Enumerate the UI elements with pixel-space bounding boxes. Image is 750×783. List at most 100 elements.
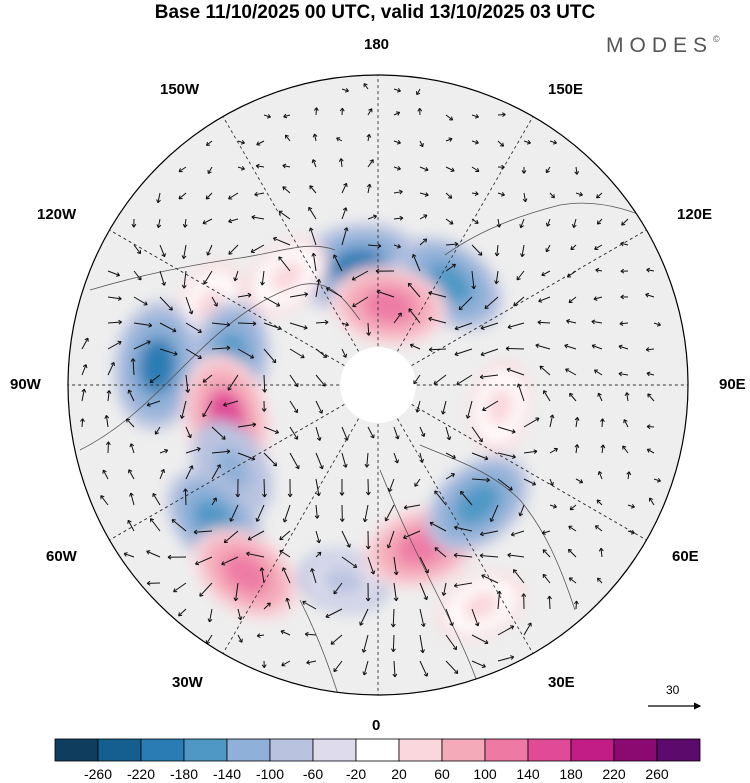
wind-vector <box>621 218 629 226</box>
wind-vector <box>199 582 213 597</box>
wind-vector <box>505 346 525 351</box>
wind-vector <box>263 452 278 467</box>
wind-vector <box>510 530 525 537</box>
wind-vector <box>535 343 551 350</box>
wind-vector <box>521 593 527 610</box>
wind-vector <box>471 477 490 483</box>
meridian-line <box>382 116 534 378</box>
wind-vector <box>278 256 291 272</box>
wind-vector <box>263 114 271 119</box>
wind-vector <box>185 348 202 359</box>
wind-vector <box>549 140 557 145</box>
anomaly-blob <box>193 527 299 620</box>
wind-vector <box>263 348 277 364</box>
wind-vector <box>445 473 455 480</box>
colorbar-tick-label: 20 <box>391 766 407 782</box>
wind-vector <box>260 270 265 286</box>
wind-vector <box>618 344 629 350</box>
wind-vector <box>497 655 515 662</box>
wind-vector <box>471 218 479 224</box>
wind-vector <box>182 218 188 228</box>
wind-vector <box>445 263 456 272</box>
wind-vector <box>223 530 239 544</box>
wind-vector <box>626 471 632 480</box>
wind-vector <box>465 400 473 419</box>
wind-vector <box>302 600 317 610</box>
colorbar-tick-label: 180 <box>559 766 583 782</box>
wind-vector <box>574 417 580 428</box>
wind-vector <box>341 530 351 548</box>
colorbar-segment <box>570 738 615 762</box>
wind-vector <box>575 478 584 484</box>
wind-vector <box>386 530 395 549</box>
wind-vector <box>453 582 473 588</box>
meridian-line <box>222 392 374 654</box>
wind-vector <box>623 419 629 428</box>
wind-vector <box>154 426 161 435</box>
wind-vector <box>289 400 299 414</box>
wind-vector <box>126 418 135 428</box>
wind-vector <box>456 374 473 386</box>
wind-vector <box>393 140 401 145</box>
wind-vector <box>178 166 187 173</box>
wind-vector <box>81 364 88 376</box>
wind-vector <box>523 622 532 636</box>
wind-vector <box>363 83 369 90</box>
wind-vector <box>233 270 239 282</box>
colorbar-segment <box>484 738 529 762</box>
wind-vector <box>523 449 538 455</box>
wind-vector <box>247 530 265 541</box>
wind-vector <box>173 582 187 593</box>
wind-vector <box>339 478 345 496</box>
wind-vector <box>156 218 162 229</box>
wind-vector <box>564 343 577 350</box>
lon-label-30e: 30E <box>548 674 575 691</box>
meridian-line <box>109 389 371 541</box>
meridian-line <box>109 229 371 381</box>
wind-vector <box>185 465 194 480</box>
wind-vector <box>181 270 187 289</box>
colorbar-tick-label: 100 <box>473 766 497 782</box>
wind-vector <box>549 414 555 428</box>
wind-vector <box>211 296 218 307</box>
wind-vector <box>434 490 447 506</box>
wind-vector <box>202 374 213 383</box>
wind-vector <box>471 270 477 290</box>
wind-vector <box>202 400 213 418</box>
colorbar-segment <box>656 738 701 762</box>
wind-vector <box>403 530 421 540</box>
meridian-line <box>382 392 534 654</box>
wind-vector <box>263 322 282 331</box>
wind-vector <box>445 660 459 674</box>
wind-vector <box>591 319 603 325</box>
wind-vector <box>178 192 187 200</box>
wind-vector <box>259 567 265 584</box>
colorbar-tick-label: -220 <box>126 766 156 782</box>
wind-vector <box>458 296 473 311</box>
wind-vector <box>419 452 425 463</box>
wind-vector <box>207 166 213 174</box>
colorbar-segment <box>269 738 314 762</box>
anomaly-layer <box>114 223 532 641</box>
wind-vector <box>107 270 121 277</box>
colorbar-segment <box>54 738 99 762</box>
wind-vector <box>81 388 87 402</box>
wind-vector <box>159 244 166 258</box>
wind-vector <box>285 597 291 610</box>
wind-vector <box>237 608 243 621</box>
wind-vector <box>361 634 369 653</box>
wind-vector <box>497 426 516 434</box>
wind-vector <box>549 478 554 486</box>
modes-logo: MODES© <box>606 34 720 58</box>
wind-vector <box>367 214 377 220</box>
wind-vector <box>393 426 400 440</box>
wind-vector <box>171 519 187 532</box>
wind-vector <box>181 244 187 260</box>
colorbar-segment <box>97 738 142 762</box>
wind-vector <box>289 348 305 359</box>
wind-vector <box>127 389 135 402</box>
wind-vector <box>419 660 429 677</box>
wind-vector <box>341 227 349 246</box>
wind-vector <box>445 452 456 459</box>
colorbar-segment <box>441 738 486 762</box>
